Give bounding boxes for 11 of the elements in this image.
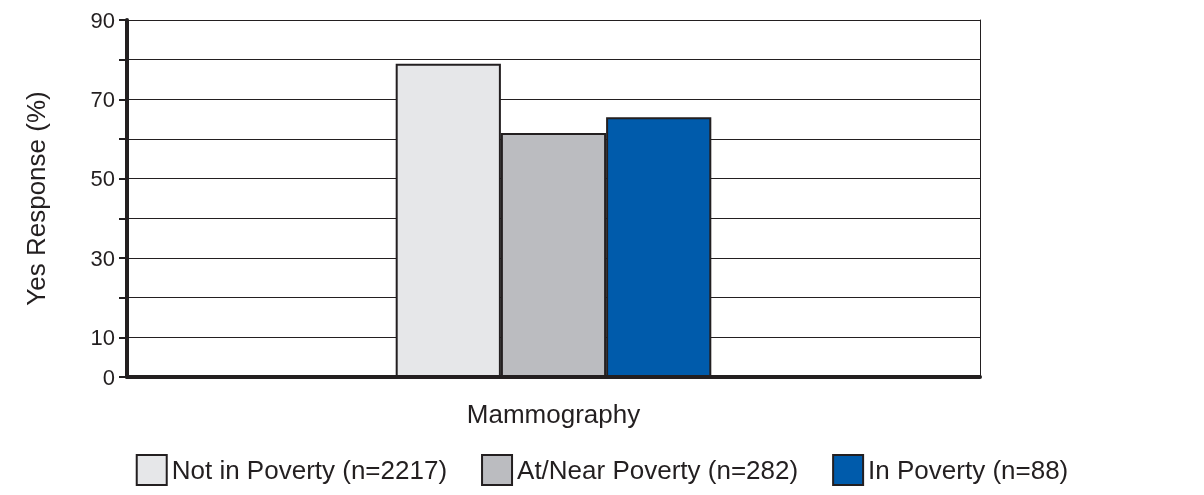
y-tick-label: 90 xyxy=(90,7,115,33)
x-tick-label: Mammography xyxy=(466,399,641,429)
y-tick-label: 0 xyxy=(102,364,115,390)
y-tick-label: 50 xyxy=(90,166,115,192)
y-tick-label: 30 xyxy=(90,245,115,271)
legend-label: Not in Poverty (n=2217) xyxy=(171,455,448,485)
legend-label: In Poverty (n=88) xyxy=(868,455,1069,485)
y-axis-title: Yes Response (%) xyxy=(21,91,51,306)
y-tick-label: 70 xyxy=(90,86,115,112)
legend-label: At/Near Poverty (n=282) xyxy=(517,455,799,485)
y-tick-label: 10 xyxy=(90,324,115,350)
